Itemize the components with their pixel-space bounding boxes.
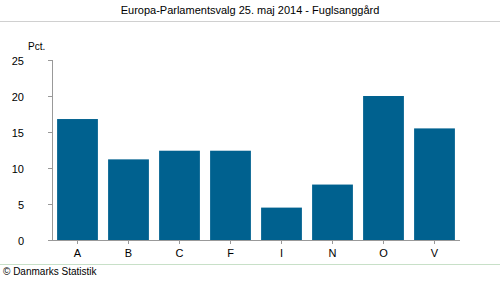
y-tick: [48, 204, 52, 205]
footer-rule: [0, 264, 500, 265]
x-tick: [434, 240, 435, 244]
x-tick-label: O: [379, 247, 388, 259]
x-axis: [52, 240, 460, 241]
bar: [261, 208, 302, 240]
bar: [57, 119, 98, 240]
header-rule: [0, 21, 500, 22]
y-label: Pct.: [28, 41, 45, 52]
bars: [57, 96, 455, 240]
y-tick-label: 5: [18, 199, 24, 211]
bar: [108, 159, 149, 240]
y-tick-label: 25: [12, 55, 24, 67]
y-tick: [48, 168, 52, 169]
y-tick-label: 10: [12, 163, 24, 175]
y-tick-label: 20: [12, 91, 24, 103]
y-tick: [48, 132, 52, 133]
y-tick-label: 0: [18, 235, 24, 247]
x-tick: [281, 240, 282, 244]
y-tick: [48, 240, 52, 241]
x-tick-label: A: [74, 247, 82, 259]
y-tick-label: 15: [12, 127, 24, 139]
bar: [210, 151, 251, 240]
x-tick: [332, 240, 333, 244]
x-tick: [179, 240, 180, 244]
x-tick: [383, 240, 384, 244]
x-tick: [77, 240, 78, 244]
x-tick-label: I: [280, 247, 283, 259]
x-tick-label: C: [176, 247, 184, 259]
bar: [363, 96, 404, 240]
y-tick: [48, 96, 52, 97]
x-tick-label: F: [227, 247, 234, 259]
y-axis: [52, 60, 53, 240]
title: Europa-Parlamentsvalg 25. maj 2014 - Fug…: [121, 4, 380, 16]
bar: [312, 185, 353, 240]
x-tick-label: B: [125, 247, 132, 259]
y-tick: [48, 60, 52, 61]
x-tick-label: V: [431, 247, 439, 259]
x-tick: [128, 240, 129, 244]
x-tick-label: N: [329, 247, 337, 259]
x-tick: [230, 240, 231, 244]
bar: [159, 151, 200, 240]
source: © Danmarks Statistik: [3, 266, 98, 277]
bar: [414, 128, 455, 240]
